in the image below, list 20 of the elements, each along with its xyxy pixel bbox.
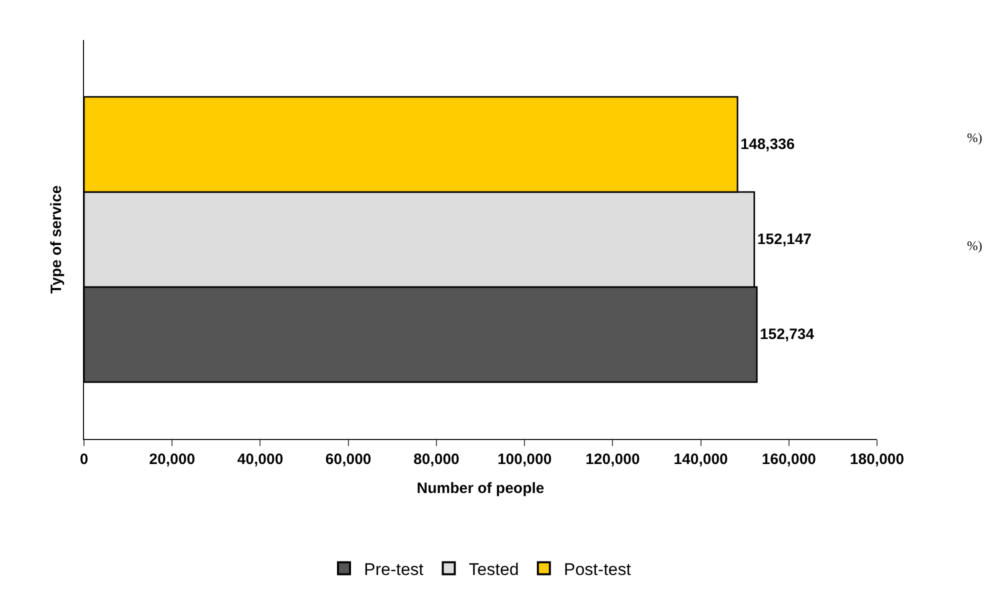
x-tick-label: 20,000: [149, 451, 196, 468]
x-tick-label: 120,000: [586, 451, 640, 468]
data-label: 148,336: [740, 136, 795, 153]
legend-label: Pre-test: [364, 560, 424, 579]
data-label: 152,734: [760, 326, 815, 344]
x-tick-label: 160,000: [762, 451, 816, 468]
x-tick-label: 40,000: [237, 451, 284, 468]
data-label: 152,147: [757, 231, 812, 248]
legend-label: Tested: [468, 560, 519, 579]
x-tick-label: 180,000: [850, 451, 904, 468]
x-tick-label: 0: [80, 451, 88, 468]
legend-label: Post-test: [564, 560, 632, 579]
y-axis-title: Type of service: [48, 185, 65, 294]
text: %): [967, 130, 982, 145]
x-axis-title: Number of people: [416, 480, 544, 497]
x-tick-label: 140,000: [674, 451, 728, 468]
x-tick-label: 100,000: [497, 451, 552, 468]
text: %): [967, 238, 982, 253]
x-tick-label: 60,000: [325, 451, 372, 468]
x-tick-label: 80,000: [413, 451, 460, 468]
